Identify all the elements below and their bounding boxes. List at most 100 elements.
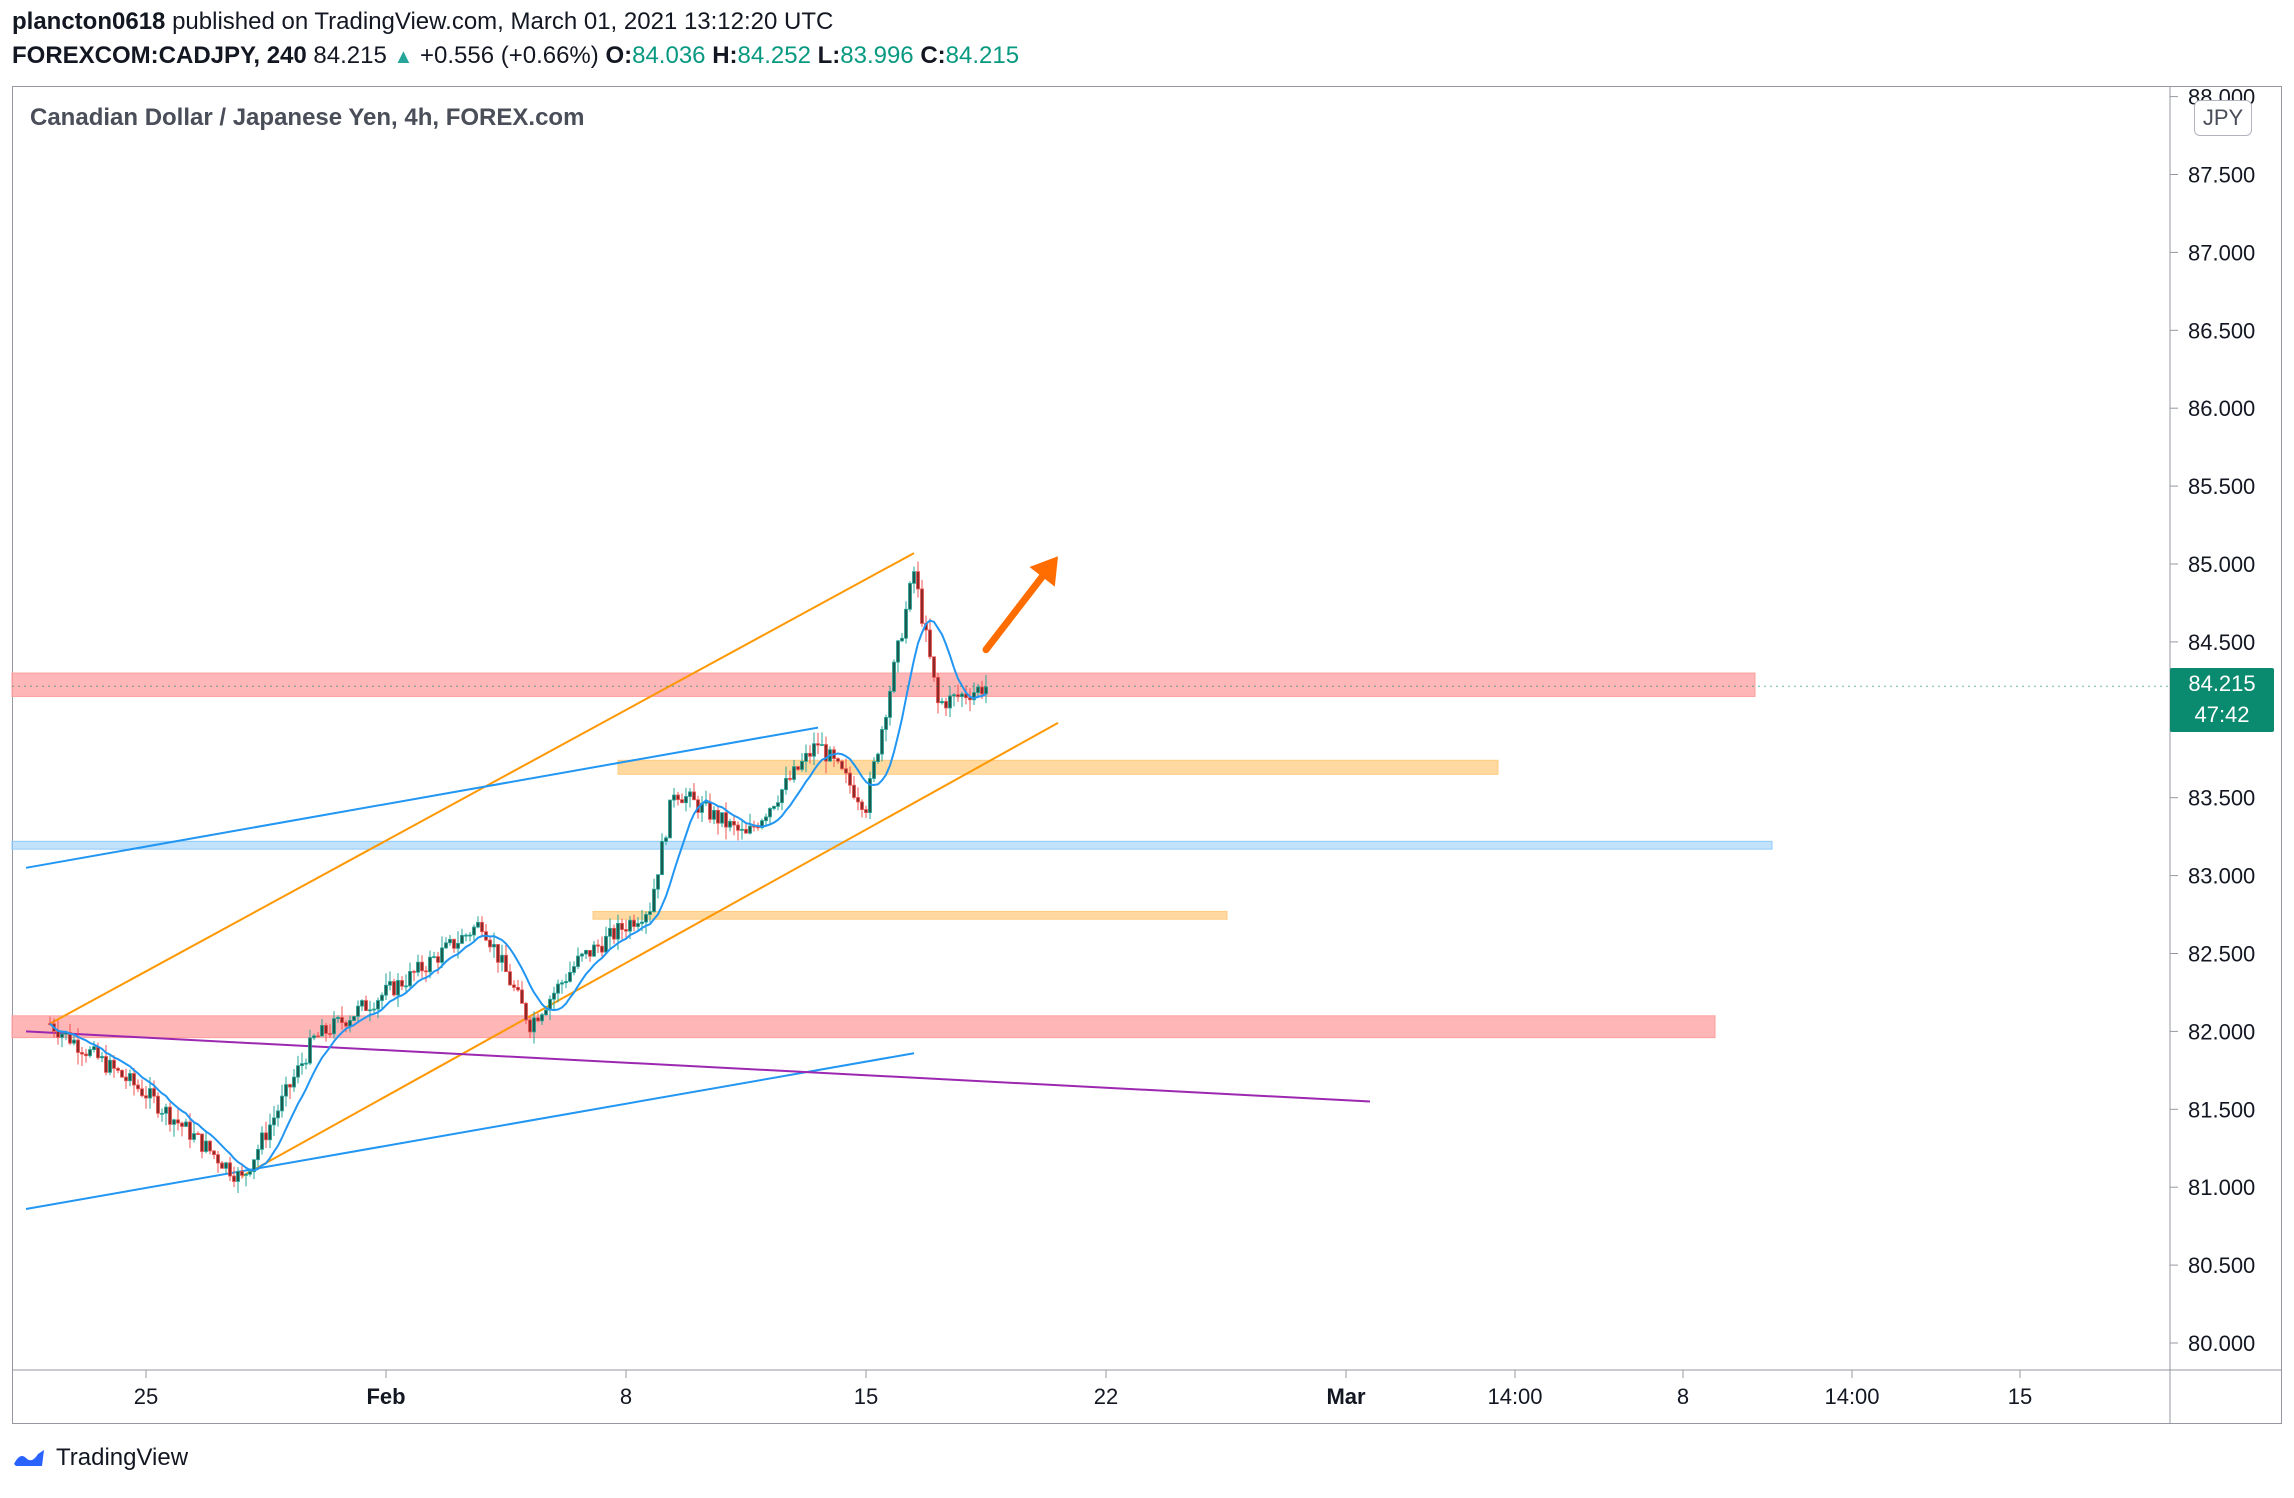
candle-body xyxy=(916,571,920,590)
candle-body xyxy=(420,961,424,972)
candle-body xyxy=(980,686,984,695)
candle-body xyxy=(408,971,412,987)
projection-arrow-head[interactable] xyxy=(1029,556,1058,587)
candle-body xyxy=(552,992,556,1000)
y-tick-label: 84.500 xyxy=(2188,630,2255,655)
candle-body xyxy=(732,820,736,826)
candle-body xyxy=(176,1119,180,1124)
candle-body xyxy=(500,954,504,963)
candle-body xyxy=(936,676,940,704)
candle-body xyxy=(388,981,392,986)
candle-body xyxy=(956,694,960,698)
candle-body xyxy=(540,1014,544,1022)
candle-body xyxy=(116,1068,120,1071)
resistance-zone[interactable] xyxy=(11,672,1756,697)
candle-body xyxy=(800,760,804,770)
candle-body xyxy=(180,1122,184,1127)
candle-body xyxy=(232,1175,236,1182)
candle-body xyxy=(432,956,436,959)
candle-body xyxy=(660,841,664,876)
x-tick-label: 8 xyxy=(620,1384,632,1409)
purple-trendline[interactable] xyxy=(25,1030,1371,1103)
candle-body xyxy=(292,1076,296,1088)
candle-body xyxy=(160,1112,164,1115)
moving-average-line[interactable] xyxy=(49,619,987,1172)
candle-body xyxy=(256,1148,260,1161)
candle-body xyxy=(100,1056,104,1059)
candle-body xyxy=(984,686,988,695)
candle-body xyxy=(244,1173,248,1176)
orange-trendline[interactable] xyxy=(241,722,1059,1178)
candle-body xyxy=(848,772,852,786)
candle-body xyxy=(440,947,444,963)
footer-brand: TradingView xyxy=(56,1444,189,1471)
blue-trendline[interactable] xyxy=(25,726,819,869)
candle-body xyxy=(84,1053,88,1057)
projection-arrow-shaft[interactable] xyxy=(982,573,1046,654)
candle-body xyxy=(272,1117,276,1126)
candle-body xyxy=(224,1162,228,1169)
candle-body xyxy=(216,1154,220,1164)
up-triangle-icon: ▲ xyxy=(393,46,414,68)
y-tick-label: 86.000 xyxy=(2188,396,2255,421)
y-tick-label: 83.500 xyxy=(2188,786,2255,811)
x-tick-label: Feb xyxy=(366,1384,405,1409)
last-price: 84.215 xyxy=(313,42,387,69)
candle-body xyxy=(320,1025,324,1037)
support-zone[interactable] xyxy=(11,840,1773,850)
candle-body xyxy=(776,802,780,807)
support-zone[interactable] xyxy=(592,910,1228,920)
candle-body xyxy=(596,944,600,947)
candle-body xyxy=(836,758,840,762)
y-tick-label: 86.500 xyxy=(2188,318,2255,343)
candle-body xyxy=(908,583,912,610)
candle-body xyxy=(852,784,856,798)
candle-body xyxy=(472,926,476,936)
candle-body xyxy=(692,791,696,801)
x-tick-label: 15 xyxy=(2008,1384,2032,1409)
tradingview-logo-icon xyxy=(14,1450,44,1466)
orange-trendline[interactable] xyxy=(49,552,915,1025)
candle-body xyxy=(488,939,492,948)
candle-body xyxy=(360,1000,364,1007)
candle-body xyxy=(296,1065,300,1078)
candle-body xyxy=(96,1046,100,1059)
candle-body xyxy=(512,984,516,988)
candle-body xyxy=(480,921,484,933)
candle-body xyxy=(76,1039,80,1053)
candle-body xyxy=(928,629,932,658)
support-zone[interactable] xyxy=(617,759,1499,775)
x-tick-label: 14:00 xyxy=(1487,1384,1542,1409)
candle-body xyxy=(172,1119,176,1125)
candle-body xyxy=(308,1037,312,1064)
candle-body xyxy=(508,971,512,986)
candle-body xyxy=(188,1121,192,1140)
candle-body xyxy=(560,982,564,985)
candle-body xyxy=(376,1000,380,1010)
candle-body xyxy=(620,923,624,930)
price-change: +0.556 (+0.66%) xyxy=(419,42,599,69)
candle-body xyxy=(340,1017,344,1023)
candle-body xyxy=(164,1106,168,1114)
candle-body xyxy=(584,950,588,955)
blue-trendline[interactable] xyxy=(25,1052,915,1210)
resistance-zone[interactable] xyxy=(11,1015,1716,1039)
candle-body xyxy=(804,752,808,762)
candle-body xyxy=(820,744,824,746)
y-tick-label: 85.000 xyxy=(2188,552,2255,577)
author-name[interactable]: plancton0618 xyxy=(12,8,166,35)
y-tick-label: 80.000 xyxy=(2188,1331,2255,1356)
candle-body xyxy=(236,1170,240,1182)
y-tick-label: 82.000 xyxy=(2188,1019,2255,1044)
candle-body xyxy=(868,778,872,813)
last-price-tag: 84.215 47:42 xyxy=(2170,668,2274,732)
candle-body xyxy=(812,743,816,757)
chart-frame[interactable] xyxy=(12,86,2282,1424)
x-tick-label: 22 xyxy=(1094,1384,1118,1409)
candle-body xyxy=(148,1088,152,1099)
candle-body xyxy=(728,820,732,828)
currency-badge[interactable]: JPY xyxy=(2194,100,2252,136)
footer[interactable]: TradingView xyxy=(12,1444,188,1472)
candle-body xyxy=(616,923,620,940)
